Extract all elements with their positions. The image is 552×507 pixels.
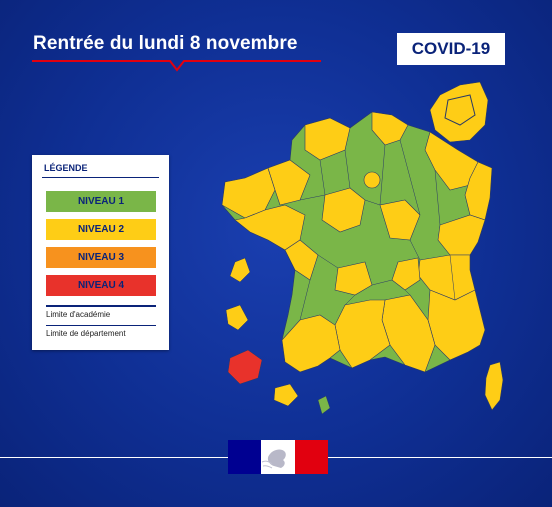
legend-separator: [42, 177, 159, 178]
department-limit-line: [46, 325, 156, 326]
title-underline: [32, 60, 321, 72]
academy-limit-line: [46, 305, 156, 307]
legend-level-2: NIVEAU 2: [46, 219, 156, 240]
legend-title: LÉGENDE: [44, 163, 88, 173]
academy-limit-label: Limite d'académie: [46, 310, 111, 319]
legend-level-1: NIVEAU 1: [46, 191, 156, 212]
department-limit-label: Limite de département: [46, 329, 126, 338]
page-title: Rentrée du lundi 8 novembre: [33, 33, 298, 54]
covid-badge: COVID-19: [397, 33, 505, 65]
legend-level-4: NIVEAU 4: [46, 275, 156, 296]
marianne-logo-icon: [228, 440, 328, 474]
map-legend: LÉGENDE NIVEAU 1 NIVEAU 2 NIVEAU 3 NIVEA…: [32, 155, 169, 350]
legend-level-3: NIVEAU 3: [46, 247, 156, 268]
